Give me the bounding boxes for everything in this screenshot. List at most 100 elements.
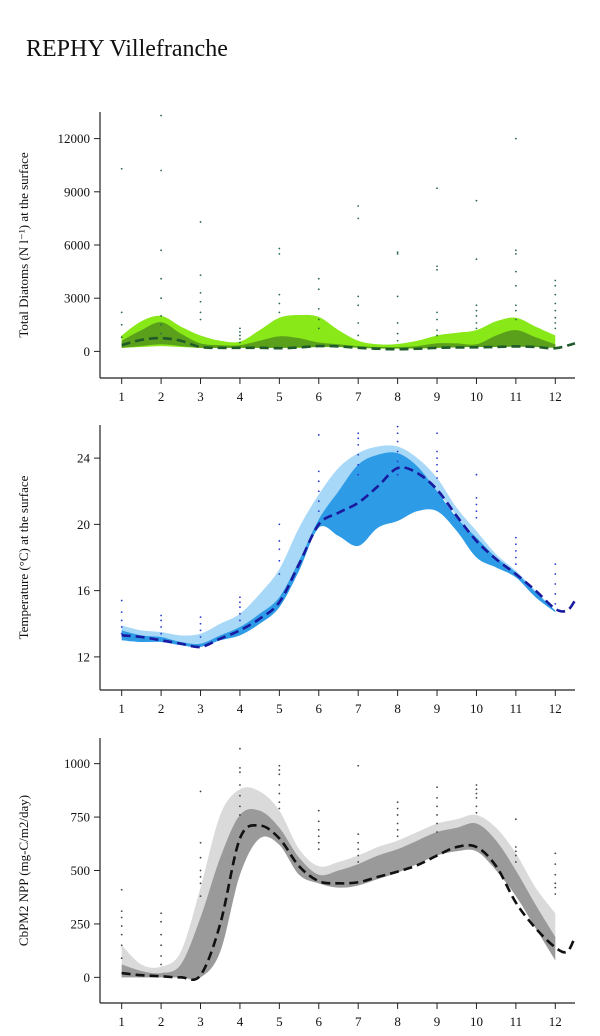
data-point	[317, 318, 320, 321]
data-point	[514, 284, 517, 287]
x-tick-label: 5	[276, 701, 283, 716]
page-title: REPHY Villefranche	[26, 36, 228, 62]
data-point	[160, 169, 163, 172]
data-point	[396, 332, 399, 335]
data-point	[396, 835, 399, 838]
data-point	[475, 503, 478, 506]
data-point	[475, 792, 478, 795]
data-point	[199, 882, 202, 885]
data-point	[475, 309, 478, 312]
data-point	[514, 543, 517, 546]
data-point	[317, 480, 320, 483]
data-point	[239, 805, 241, 808]
data-point	[396, 801, 399, 804]
data-point	[357, 334, 360, 337]
data-point	[554, 309, 557, 312]
data-point	[357, 453, 360, 456]
data-point	[357, 764, 360, 767]
y-tick-label: 12000	[58, 131, 91, 146]
data-point	[239, 596, 241, 599]
x-tick-label: 3	[197, 1014, 204, 1029]
data-point	[396, 460, 399, 463]
data-point	[278, 801, 281, 804]
data-point	[475, 199, 478, 202]
data-point	[317, 500, 320, 503]
data-point	[554, 302, 557, 305]
data-point	[436, 470, 438, 473]
data-point	[514, 309, 517, 312]
data-point	[475, 796, 478, 799]
data-point	[278, 302, 281, 305]
data-point	[475, 496, 478, 499]
data-point	[475, 516, 478, 519]
data-point	[239, 334, 241, 337]
data-point	[554, 893, 557, 895]
data-point	[317, 809, 320, 812]
data-point	[436, 477, 438, 479]
x-tick-label: 9	[434, 389, 441, 404]
data-point	[554, 279, 557, 282]
data-point	[317, 470, 320, 473]
data-point	[317, 835, 320, 838]
data-point	[317, 848, 320, 851]
data-point	[396, 322, 399, 324]
data-point	[160, 963, 163, 966]
data-point	[239, 327, 241, 330]
data-point	[514, 556, 517, 559]
data-point	[239, 767, 241, 769]
data-point	[475, 304, 478, 307]
data-point	[278, 540, 281, 542]
data-point	[120, 916, 123, 919]
data-point	[120, 925, 123, 927]
x-tick-label: 7	[355, 1014, 362, 1029]
data-point	[239, 601, 241, 604]
data-point	[514, 850, 517, 853]
data-point	[278, 792, 281, 795]
data-point	[357, 463, 360, 466]
data-point	[436, 265, 438, 268]
x-tick-label: 12	[549, 1014, 562, 1029]
x-tick-label: 12	[549, 701, 562, 716]
data-point	[160, 315, 163, 317]
data-point	[436, 450, 438, 453]
data-point	[554, 293, 557, 296]
data-point	[239, 606, 241, 609]
data-point	[396, 473, 399, 476]
data-point	[160, 632, 163, 635]
data-point	[357, 437, 360, 440]
data-point	[396, 425, 399, 428]
data-point	[396, 339, 399, 342]
x-tick-label: 6	[316, 701, 323, 716]
data-point	[199, 856, 202, 859]
data-point	[357, 304, 360, 307]
data-point	[554, 852, 557, 855]
data-point	[514, 854, 517, 857]
x-tick-label: 7	[355, 389, 362, 404]
data-point	[514, 252, 517, 255]
data-point	[239, 338, 241, 340]
median-line-1	[121, 466, 577, 649]
median-line-0	[121, 336, 576, 351]
data-point	[554, 573, 557, 575]
data-point	[120, 311, 123, 314]
data-point	[278, 807, 281, 810]
y-tick-label: 6000	[64, 238, 90, 253]
data-point	[357, 848, 360, 851]
data-point	[436, 318, 438, 321]
data-point	[554, 602, 557, 605]
x-tick-label: 3	[197, 701, 204, 716]
data-point	[396, 807, 399, 810]
data-point	[514, 304, 517, 307]
data-point	[396, 251, 399, 253]
x-tick-label: 2	[158, 1014, 165, 1029]
x-tick-label: 2	[158, 389, 165, 404]
x-tick-label: 10	[470, 1014, 483, 1029]
data-point	[396, 814, 399, 816]
data-point	[278, 769, 281, 771]
x-tick-label: 1	[118, 389, 125, 404]
data-point	[475, 788, 478, 791]
data-point	[357, 295, 360, 298]
data-point	[278, 773, 281, 776]
data-point	[396, 829, 399, 831]
data-point	[120, 336, 123, 339]
